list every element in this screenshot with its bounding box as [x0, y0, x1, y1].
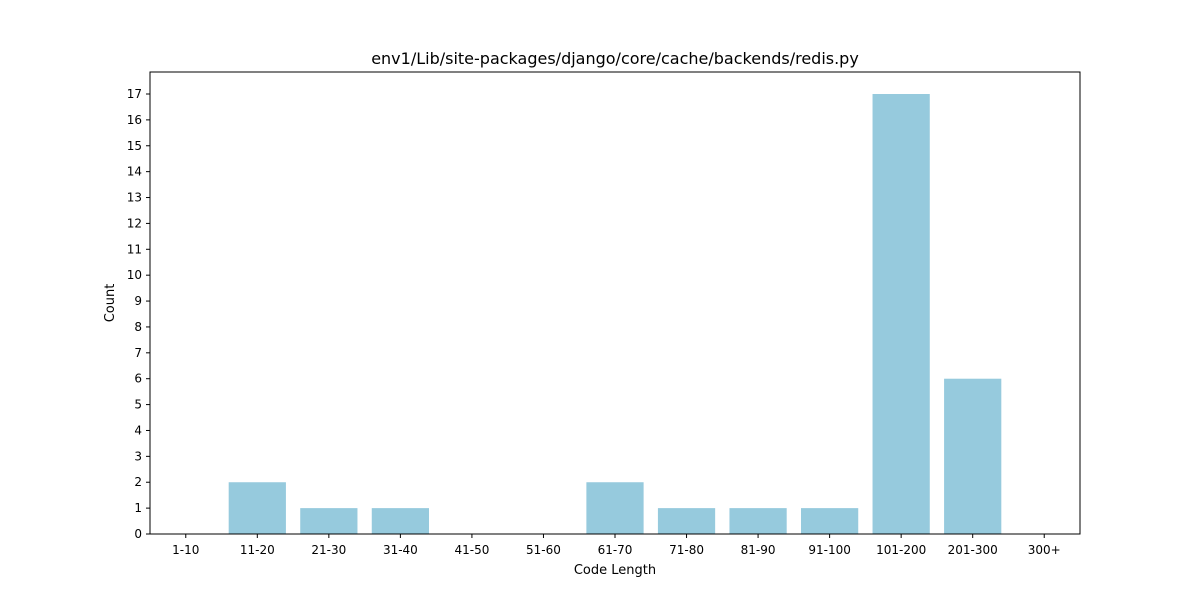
bar-61-70: [586, 482, 644, 534]
x-tick-label: 21-30: [311, 543, 346, 557]
y-tick-label: 0: [134, 527, 142, 541]
x-tick-label: 81-90: [741, 543, 776, 557]
y-tick-label: 1: [134, 501, 142, 515]
y-tick-label: 6: [134, 372, 142, 386]
x-axis-label: Code Length: [574, 563, 656, 578]
y-tick-label: 5: [134, 398, 142, 412]
x-tick-label: 71-80: [669, 543, 704, 557]
y-tick-label: 13: [127, 191, 142, 205]
y-tick-label: 8: [134, 320, 142, 334]
x-tick-label: 91-100: [808, 543, 851, 557]
y-tick-label: 4: [134, 423, 142, 437]
x-tick-label: 41-50: [454, 543, 489, 557]
x-tick-label: 51-60: [526, 543, 561, 557]
bars-group: [228, 94, 1002, 534]
y-tick-label: 9: [134, 294, 142, 308]
y-tick-label: 2: [134, 475, 142, 489]
bar-31-40: [371, 508, 429, 534]
x-tick-label: 300+: [1028, 543, 1061, 557]
y-tick-label: 14: [127, 165, 142, 179]
bar-11-20: [228, 482, 286, 534]
chart-title: env1/Lib/site-packages/django/core/cache…: [371, 49, 859, 68]
y-tick-label: 7: [134, 346, 142, 360]
y-tick-label: 12: [127, 216, 142, 230]
plot-frame: [149, 71, 1081, 535]
y-tick-label: 11: [127, 242, 142, 256]
bar-81-90: [729, 508, 787, 534]
y-tick-label: 15: [127, 139, 142, 153]
x-tick-label: 201-300: [948, 543, 998, 557]
y-axis-label: Count: [103, 284, 118, 323]
y-tick-label: 3: [134, 449, 142, 463]
y-tick-label: 17: [127, 87, 142, 101]
y-tick-label: 10: [127, 268, 142, 282]
bar-21-30: [300, 508, 358, 534]
x-tick-label: 101-200: [876, 543, 926, 557]
bar-201-300: [944, 378, 1002, 534]
bar-91-100: [801, 508, 859, 534]
bar-101-200: [872, 94, 930, 534]
x-tick-label: 1-10: [172, 543, 199, 557]
x-tick-label: 31-40: [383, 543, 418, 557]
y-tick-label: 16: [127, 113, 142, 127]
x-axis: 1-10 11-20 21-30 31-40 41-50 51-60 61-70 71-80 8…: [172, 534, 1061, 557]
x-tick-label: 61-70: [598, 543, 633, 557]
bar-71-80: [657, 508, 716, 534]
x-tick-label: 11-20: [240, 543, 275, 557]
